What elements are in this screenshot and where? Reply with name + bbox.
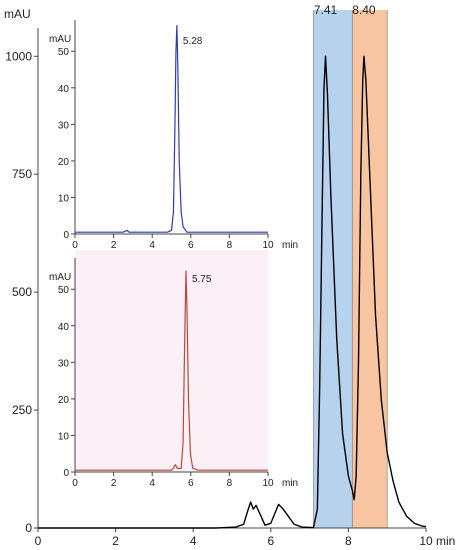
x-tick-label: 0 — [72, 240, 78, 251]
y-tick-label: 40 — [58, 322, 70, 333]
x-tick-label: 2 — [111, 240, 117, 251]
y-tick-label: 10 — [58, 193, 70, 204]
inset-chromatogram-blue: 0 2 4 6 8 10 0 10 20 30 40 50 min mAU 5.28 — [49, 20, 298, 251]
y-tick-label: 50 — [58, 285, 70, 296]
inset-chromatogram-red: 0 2 4 6 8 10 0 10 20 30 40 50 min mAU 5.75 — [49, 250, 298, 489]
y-tick-label: 50 — [58, 47, 70, 58]
y-tick-label: 0 — [25, 521, 32, 535]
x-tick-label: 2 — [111, 478, 117, 489]
x-axis-label: min — [282, 240, 298, 251]
x-tick-label: 8 — [227, 240, 233, 251]
y-tick-label: 1000 — [5, 49, 32, 63]
highlight-band — [352, 10, 388, 528]
x-tick-label: 2 — [112, 534, 119, 548]
x-axis-label: min — [282, 478, 298, 489]
y-axis-label: mAU — [49, 34, 71, 45]
x-tick-label: 6 — [188, 478, 194, 489]
series-line — [75, 270, 268, 471]
x-tick-label: 0 — [35, 534, 42, 548]
x-tick-label: 10 — [262, 240, 274, 251]
series-line — [38, 55, 427, 529]
y-tick-label: 20 — [58, 395, 70, 406]
x-tick-label: 4 — [190, 534, 197, 548]
y-tick-label: 0 — [63, 230, 69, 241]
peak-label: 7.41 — [314, 3, 338, 17]
x-axis-label: min — [436, 534, 455, 548]
x-tick-label: 4 — [149, 240, 155, 251]
x-tick-label: 10 — [419, 534, 433, 548]
x-tick-label: 6 — [188, 240, 194, 251]
peak-label: 5.75 — [192, 274, 212, 285]
y-tick-label: 20 — [58, 157, 70, 168]
y-tick-label: 750 — [12, 167, 32, 181]
y-tick-label: 10 — [58, 431, 70, 442]
x-tick-label: 0 — [72, 478, 78, 489]
peak-label: 8.40 — [352, 3, 376, 17]
y-tick-label: 30 — [58, 358, 70, 369]
highlight-band — [313, 10, 353, 528]
y-tick-label: 500 — [12, 285, 32, 299]
y-axis-label: mAU — [4, 7, 31, 21]
y-tick-label: 30 — [58, 120, 70, 131]
x-tick-label: 10 — [262, 478, 274, 489]
x-tick-label: 8 — [345, 534, 352, 548]
x-tick-label: 8 — [227, 478, 233, 489]
y-axis-label: mAU — [49, 272, 71, 283]
y-tick-label: 0 — [63, 468, 69, 479]
x-tick-label: 4 — [149, 478, 155, 489]
series-line — [75, 25, 268, 233]
x-tick-label: 6 — [267, 534, 274, 548]
inset-background — [75, 250, 268, 472]
y-tick-label: 40 — [58, 84, 70, 95]
peak-label: 5.28 — [183, 36, 203, 47]
y-tick-label: 250 — [12, 403, 32, 417]
